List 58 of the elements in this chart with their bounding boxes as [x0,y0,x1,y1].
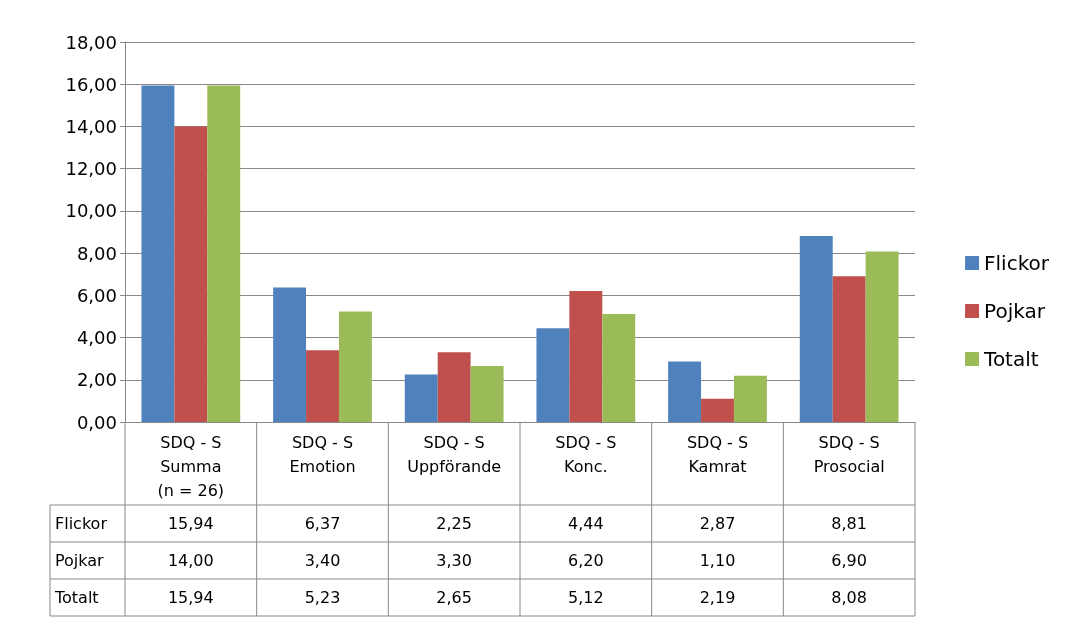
text: Pojkar [55,551,104,570]
x-tick-label: SDQ - S Summa (n = 26) [157,432,225,500]
data-label: 15,94 [167,588,214,607]
data-label: 3,30 [436,551,472,570]
bar [701,398,734,422]
bar [273,287,307,422]
data-label: 2,65 [436,588,472,607]
text: Totalt [55,588,99,607]
bar [174,126,208,422]
data-label: 8,08 [831,588,867,607]
data-label: 8,81 [831,514,867,533]
legend-label: Flickor [984,251,1050,275]
bar [569,291,603,422]
y-tick-label: 2,00 [76,369,117,391]
y-tick-label: 4,00 [76,327,117,349]
bar [437,352,471,422]
x-tick-label: SDQ - S Konc. [555,432,617,476]
text: Flickor [55,514,107,533]
data-label: 6,20 [568,551,604,570]
data-label: 5,12 [568,588,604,607]
x-tick-label: SDQ - S Prosocial [813,432,885,476]
data-label: 2,19 [699,588,736,607]
y-tick-label: 14,00 [65,115,117,137]
bar [799,236,833,422]
data-label: 5,23 [304,588,341,607]
y-tick-label: 8,00 [76,242,117,264]
y-tick-label: 16,00 [65,73,117,95]
bar [404,374,438,422]
data-label: 2,87 [699,514,736,533]
y-tick-label: 12,00 [65,158,117,180]
y-tick-label: 0,00 [76,411,117,433]
data-label: 6,90 [831,551,867,570]
bar [536,328,570,422]
bar [470,366,504,422]
bar [832,276,866,422]
legend-label: Pojkar [984,299,1046,323]
bar [338,311,372,422]
x-tick-label: SDQ - S Emotion [289,432,356,476]
data-label: 1,10 [699,551,736,570]
bar [207,85,241,422]
data-label: 6,37 [304,514,341,533]
y-tick-label: 10,00 [65,200,117,222]
data-label: 3,40 [304,551,341,570]
data-label: 4,44 [568,514,604,533]
bar [865,251,899,422]
bar [733,375,767,422]
data-label: 2,25 [436,514,472,533]
bar [306,350,339,422]
x-tick-label: SDQ - S Uppförande [407,432,502,476]
x-tick-label: SDQ - S Kamrat [686,432,749,476]
data-label: 14,00 [167,551,214,570]
bar [602,313,636,422]
bar [668,361,702,422]
data-label: 15,94 [167,514,214,533]
y-tick-label: 18,00 [65,31,117,53]
legend-label: Totalt [983,347,1039,371]
y-tick-label: 6,00 [76,284,117,306]
bar [141,85,175,422]
